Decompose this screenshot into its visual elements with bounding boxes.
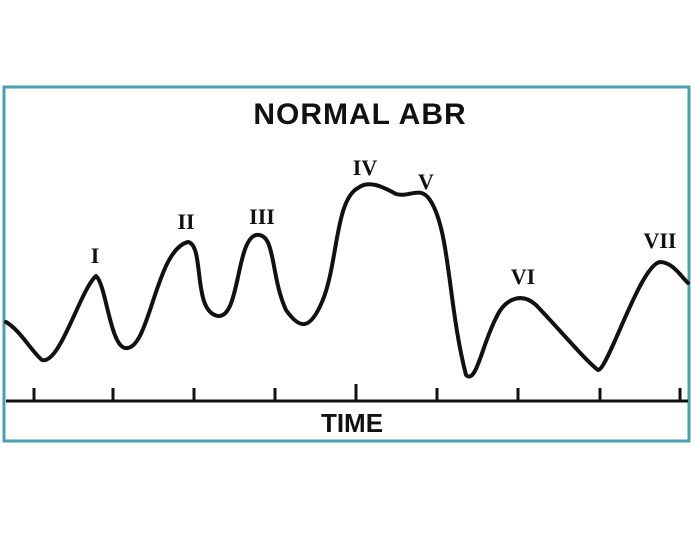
diagram-frame bbox=[2, 85, 691, 443]
peak-label-vi: VI bbox=[511, 264, 535, 289]
peak-label-iii: III bbox=[249, 204, 275, 229]
axis-ticks bbox=[32, 384, 682, 401]
peak-label-i: I bbox=[91, 243, 100, 268]
abr-waveform bbox=[4, 182, 690, 379]
peak-label-vii: VII bbox=[643, 228, 676, 253]
peak-label-iv: IV bbox=[353, 155, 378, 180]
peak-label-ii: II bbox=[177, 209, 194, 234]
axis-label: TIME bbox=[321, 408, 383, 438]
diagram-title: NORMAL ABR bbox=[253, 98, 466, 131]
peak-label-v: V bbox=[418, 169, 434, 194]
